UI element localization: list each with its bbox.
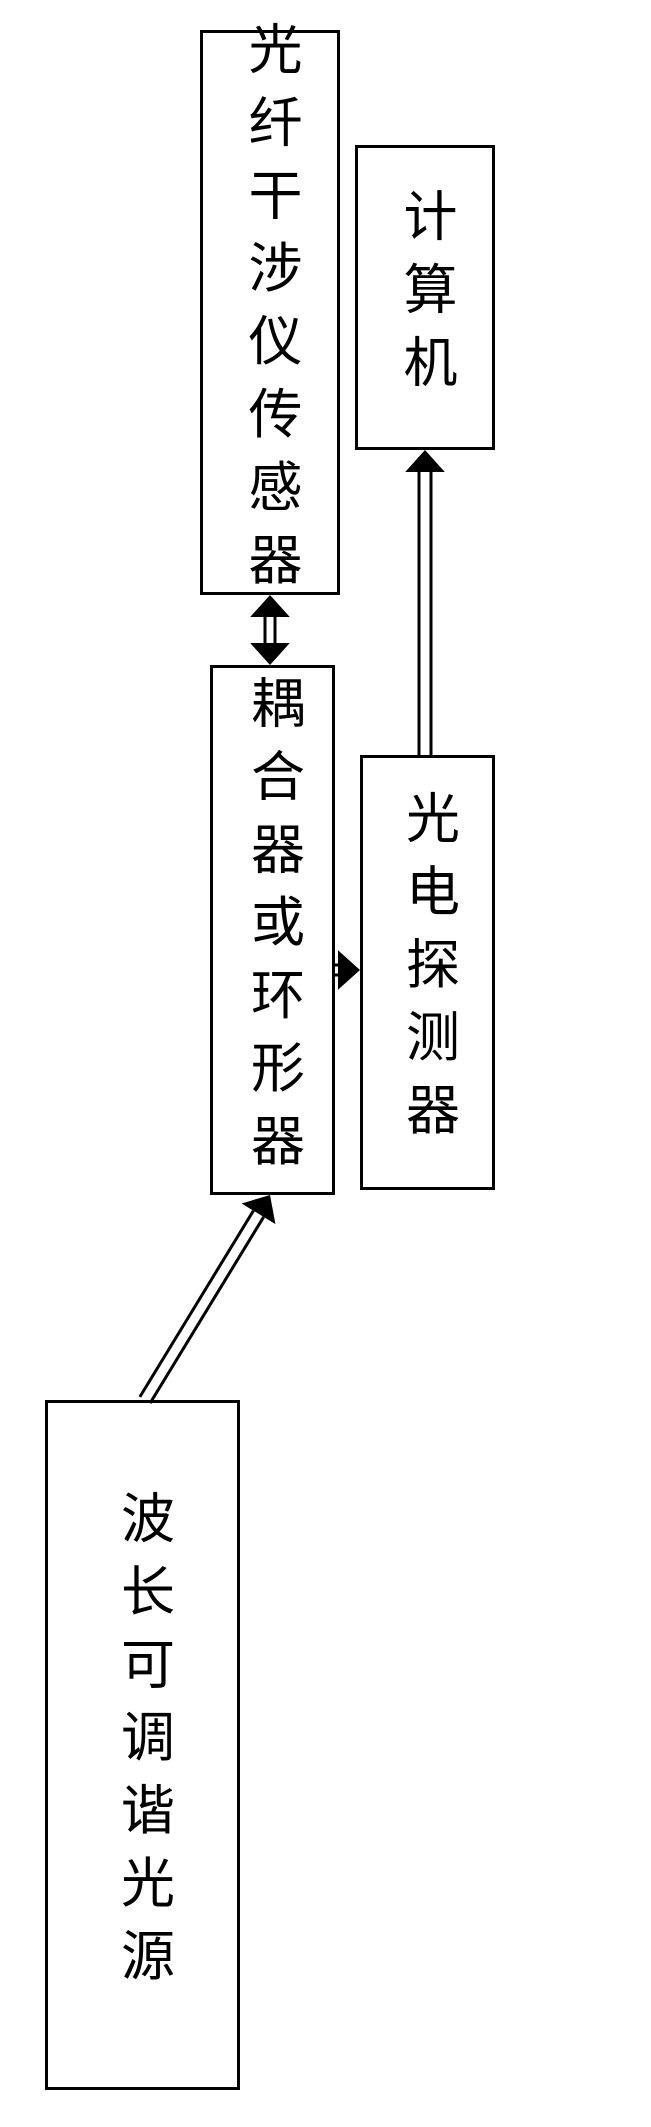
- arrows-layer: [0, 0, 651, 2127]
